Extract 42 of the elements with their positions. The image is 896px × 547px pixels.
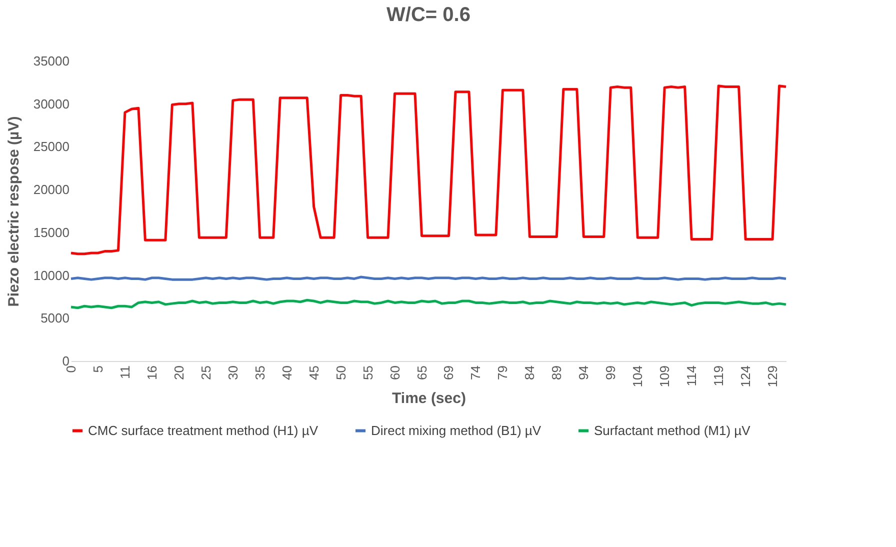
y-tick-label: 5000 bbox=[40, 310, 70, 326]
y-tick-label: 35000 bbox=[33, 54, 70, 68]
line-series bbox=[70, 298, 788, 310]
x-tick-label: 124 bbox=[738, 366, 754, 388]
y-axis-title: Piezo electric respose (µV) bbox=[5, 116, 22, 307]
x-tick-label: 45 bbox=[306, 366, 322, 380]
x-tick-label: 84 bbox=[522, 366, 538, 380]
y-tick-label: 25000 bbox=[33, 139, 70, 154]
x-tick-label: 55 bbox=[360, 366, 376, 380]
x-tick-label: 40 bbox=[279, 366, 294, 380]
x-axis-title: Time (sec) bbox=[392, 390, 466, 408]
x-tick-label: 30 bbox=[225, 366, 240, 380]
x-tick-label: 69 bbox=[441, 366, 456, 380]
x-tick-label: 16 bbox=[144, 366, 160, 380]
y-tick-label: 15000 bbox=[33, 224, 70, 240]
line-series bbox=[70, 84, 788, 256]
x-tick-label: 60 bbox=[387, 366, 402, 380]
x-tick-label: 99 bbox=[603, 366, 618, 380]
x-tick-label: 0 bbox=[64, 366, 78, 373]
legend-label: Surfactant method (M1) µV bbox=[594, 422, 751, 438]
x-tick-label: 79 bbox=[495, 366, 510, 380]
x-tick-label: 65 bbox=[414, 366, 430, 380]
x-tick-label: 20 bbox=[171, 366, 186, 380]
legend-label: Direct mixing method (B1) µV bbox=[371, 422, 542, 438]
x-tick-label: 11 bbox=[117, 366, 132, 379]
x-tick-label: 94 bbox=[576, 366, 592, 380]
x-tick-label: 35 bbox=[252, 366, 268, 380]
y-tick-label: 30000 bbox=[33, 96, 70, 112]
x-tick-label: 5 bbox=[90, 366, 106, 373]
legend-label: CMC surface treatment method (H1) µV bbox=[88, 422, 318, 438]
x-tick-label: 50 bbox=[333, 366, 348, 380]
x-tick-label: 114 bbox=[684, 366, 700, 386]
x-tick-label: 74 bbox=[468, 366, 484, 380]
x-tick-label: 109 bbox=[657, 366, 672, 388]
y-tick-label: 20000 bbox=[33, 182, 70, 198]
x-tick-label: 129 bbox=[765, 366, 780, 388]
x-tick-label: 104 bbox=[630, 366, 646, 388]
x-tick-label: 89 bbox=[549, 366, 564, 380]
x-tick-label: 25 bbox=[198, 366, 214, 380]
y-tick-label: 10000 bbox=[33, 268, 70, 283]
x-tick-label: 119 bbox=[711, 366, 726, 386]
chart-title: W/C= 0.6 bbox=[386, 4, 470, 26]
